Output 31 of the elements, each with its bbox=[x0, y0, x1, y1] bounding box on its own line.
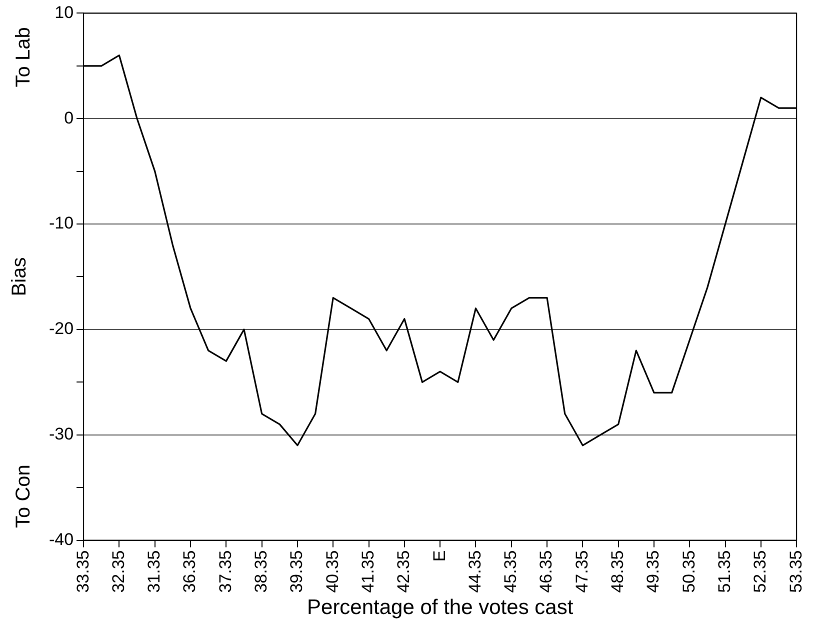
x-tick-label: 41.35 bbox=[358, 550, 378, 593]
x-tick-label: 51.35 bbox=[714, 550, 734, 593]
x-tick-label: 45.35 bbox=[501, 550, 520, 593]
x-axis-title: Percentage of the votes cast bbox=[307, 596, 574, 620]
x-tick-label: 36.35 bbox=[180, 550, 200, 593]
text: To Lab bbox=[12, 27, 35, 88]
y-tick-label: -40 bbox=[48, 530, 74, 549]
x-tick-label: 42.35 bbox=[394, 550, 414, 593]
y-axis-title: Bias bbox=[8, 257, 31, 296]
x-tick-label: 32.35 bbox=[108, 550, 128, 593]
x-tick-label: 50.35 bbox=[679, 550, 698, 593]
x-tick-label: 31.35 bbox=[144, 550, 164, 593]
x-tick-label: 46.35 bbox=[536, 550, 556, 593]
x-tick-label: 53.35 bbox=[786, 550, 806, 593]
y-tick-label: 0 bbox=[64, 108, 74, 128]
x-tick-label: 48.35 bbox=[608, 550, 628, 593]
x-tick-label: E bbox=[430, 550, 449, 562]
x-tick-label: 38.35 bbox=[252, 550, 271, 593]
y-tick-label: -10 bbox=[48, 214, 74, 233]
x-tick-label: 47.35 bbox=[572, 550, 592, 593]
y-tick-label: -20 bbox=[48, 319, 74, 338]
x-tick-label: 40.35 bbox=[322, 550, 342, 593]
x-tick-label: 52.35 bbox=[750, 550, 770, 593]
y-tick-label: -30 bbox=[48, 424, 74, 444]
text: To Con bbox=[12, 464, 35, 528]
x-tick-label: 49.35 bbox=[644, 550, 663, 593]
x-tick-label: 39.35 bbox=[287, 550, 306, 593]
x-tick-label: 44.35 bbox=[465, 550, 484, 593]
y-tick-label: 10 bbox=[54, 2, 74, 22]
x-tick-label: 37.35 bbox=[216, 550, 235, 593]
x-tick-label: 33.35 bbox=[73, 550, 92, 593]
